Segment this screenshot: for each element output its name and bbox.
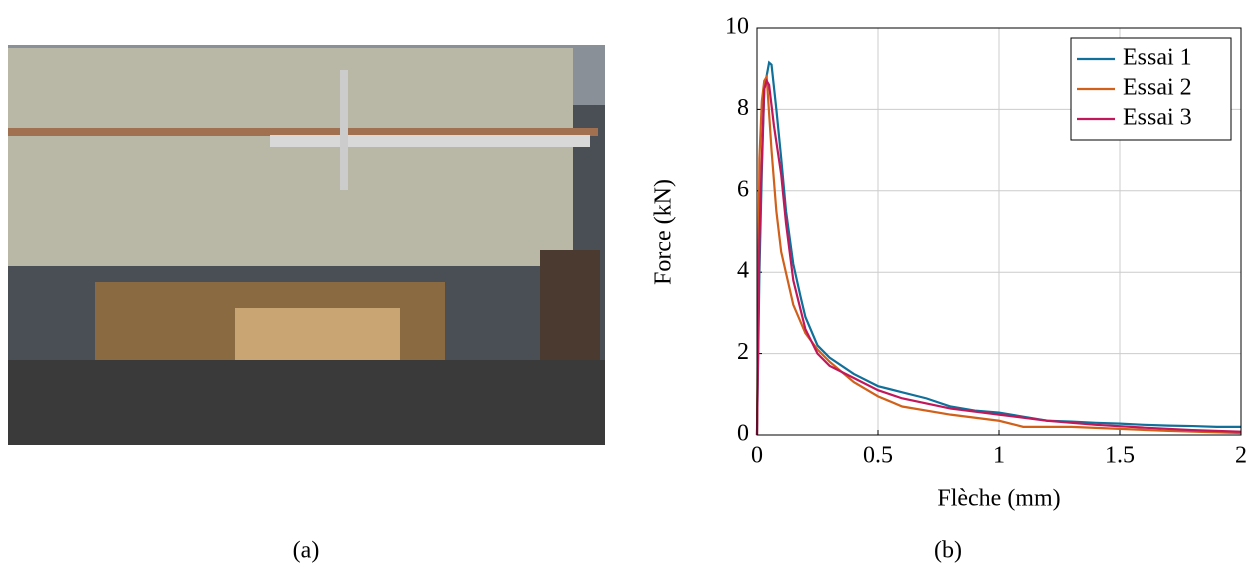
x-tick-label: 1 xyxy=(993,443,1005,469)
caption: (a) xyxy=(293,538,320,564)
y-tick-label: 0 xyxy=(737,421,749,447)
x-tick-label: 1.5 xyxy=(1105,443,1135,469)
x-tick-label: 2 xyxy=(1235,443,1247,469)
y-tick-label: 10 xyxy=(725,14,749,40)
y-tick-label: 8 xyxy=(737,95,749,121)
caption: (b) xyxy=(934,538,962,564)
line xyxy=(755,78,1242,436)
line xyxy=(755,60,1241,436)
y-tick-label: 4 xyxy=(737,258,749,284)
x-axis-label: Flèche (mm) xyxy=(937,486,1060,512)
legend-label: Essai 3 xyxy=(1123,105,1192,131)
line xyxy=(755,73,1242,436)
photo xyxy=(8,45,605,445)
legend-label: Essai 2 xyxy=(1123,75,1192,101)
y-tick-label: 6 xyxy=(737,176,749,202)
y-tick-label: 2 xyxy=(737,339,749,365)
plot-frame xyxy=(756,27,1242,436)
legend-label: Essai 1 xyxy=(1123,45,1192,71)
x-tick-label: 0.5 xyxy=(863,443,893,469)
y-axis-label: Force (kN) xyxy=(651,179,677,285)
x-tick-label: 0 xyxy=(751,443,763,469)
